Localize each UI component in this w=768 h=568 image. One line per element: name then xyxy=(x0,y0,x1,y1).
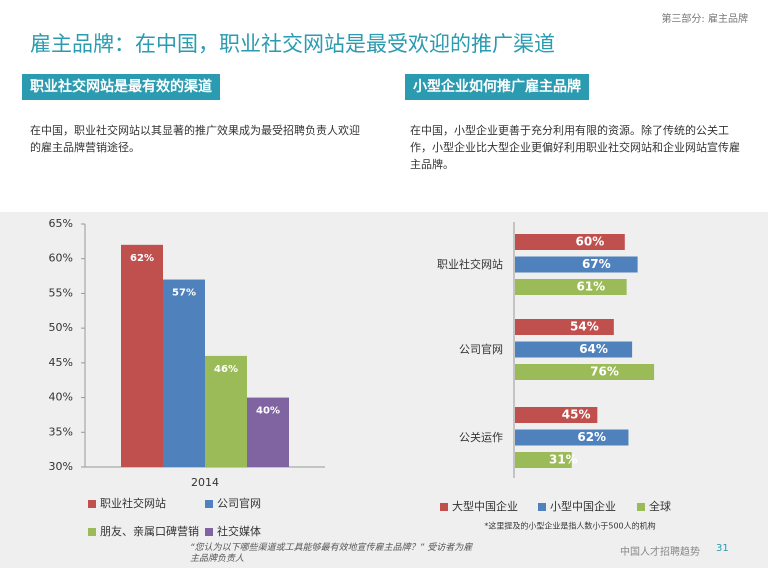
page-number: 31 xyxy=(716,543,729,554)
y-tick-label: 30% xyxy=(49,460,73,473)
section-heading: 小型企业如何推广雇主品牌 xyxy=(405,74,589,100)
bar xyxy=(247,397,289,467)
y-tick-label: 65% xyxy=(49,217,73,230)
bar xyxy=(515,234,625,250)
y-tick-label: 40% xyxy=(49,391,73,404)
bar xyxy=(515,452,572,468)
y-tick-label: 职业社交网站 xyxy=(437,257,503,271)
legend-label: 小型中国企业 xyxy=(550,499,616,513)
section-text: 在中国，小型企业更善于充分利用有限的资源。除了传统的公关工作，小型企业比大型企业… xyxy=(410,124,740,171)
legend-label: 全球 xyxy=(649,499,671,513)
legend-label: 职业社交网站 xyxy=(100,496,166,510)
legend-swatch xyxy=(205,528,213,536)
section-label: 第三部分: 雇主品牌 xyxy=(661,14,748,25)
value-label: 62% xyxy=(130,253,154,264)
bar xyxy=(515,429,629,446)
bar xyxy=(121,244,163,467)
value-label: 60% xyxy=(576,235,605,249)
legend-swatch xyxy=(538,503,546,511)
value-label: 62% xyxy=(577,430,606,444)
value-label: 31% xyxy=(549,453,578,467)
value-label: 46% xyxy=(214,364,238,375)
legend-label: 朋友、亲属口碑营销 xyxy=(100,524,199,538)
report-name: 中国人才招聘趋势 xyxy=(620,547,700,558)
bar xyxy=(515,319,614,335)
value-label: 67% xyxy=(582,257,611,271)
value-label: 64% xyxy=(579,342,608,356)
bar xyxy=(515,341,633,358)
section-text: 在中国，职业社交网站以其显著的推广效果成为最受招聘负责人欢迎的雇主品牌营销途径。 xyxy=(30,124,360,154)
title: 雇主品牌：在中国，职业社交网站是最受欢迎的推广渠道 xyxy=(30,32,555,56)
legend-swatch xyxy=(88,528,96,536)
value-label: 45% xyxy=(562,408,591,422)
legend-swatch xyxy=(88,500,96,508)
y-tick-label: 35% xyxy=(49,425,73,438)
x-tick-label: 2014 xyxy=(191,476,219,489)
y-tick-label: 公关运作 xyxy=(459,430,503,444)
bar xyxy=(205,355,247,467)
bar xyxy=(515,256,638,273)
y-tick-label: 45% xyxy=(49,356,73,369)
value-label: 57% xyxy=(172,288,196,299)
chart-note: *这里提及的小型企业是指人数小于500人的机构 xyxy=(484,521,655,531)
bar xyxy=(163,279,205,467)
y-tick-label: 55% xyxy=(49,286,73,299)
legend-swatch xyxy=(440,503,448,511)
y-tick-label: 60% xyxy=(49,252,73,265)
legend-label: 大型中国企业 xyxy=(452,499,518,513)
legend-label: 社交媒体 xyxy=(217,524,261,538)
bar xyxy=(515,279,627,295)
survey-question: “您认为以下哪些渠道或工具能够最有效地宣传雇主品牌？” 受访者为雇主品牌负责人 xyxy=(190,543,473,564)
value-label: 61% xyxy=(576,280,605,294)
y-tick-label: 50% xyxy=(49,321,73,334)
legend-swatch xyxy=(205,500,213,508)
y-tick-label: 公司官网 xyxy=(459,342,503,356)
value-label: 76% xyxy=(590,365,619,379)
value-label: 54% xyxy=(570,320,599,334)
bar xyxy=(515,364,655,380)
section-heading: 职业社交网站是最有效的渠道 xyxy=(22,74,220,100)
legend-swatch xyxy=(637,503,645,511)
legend-label: 公司官网 xyxy=(217,496,261,510)
value-label: 40% xyxy=(256,406,280,417)
bar xyxy=(515,407,598,423)
